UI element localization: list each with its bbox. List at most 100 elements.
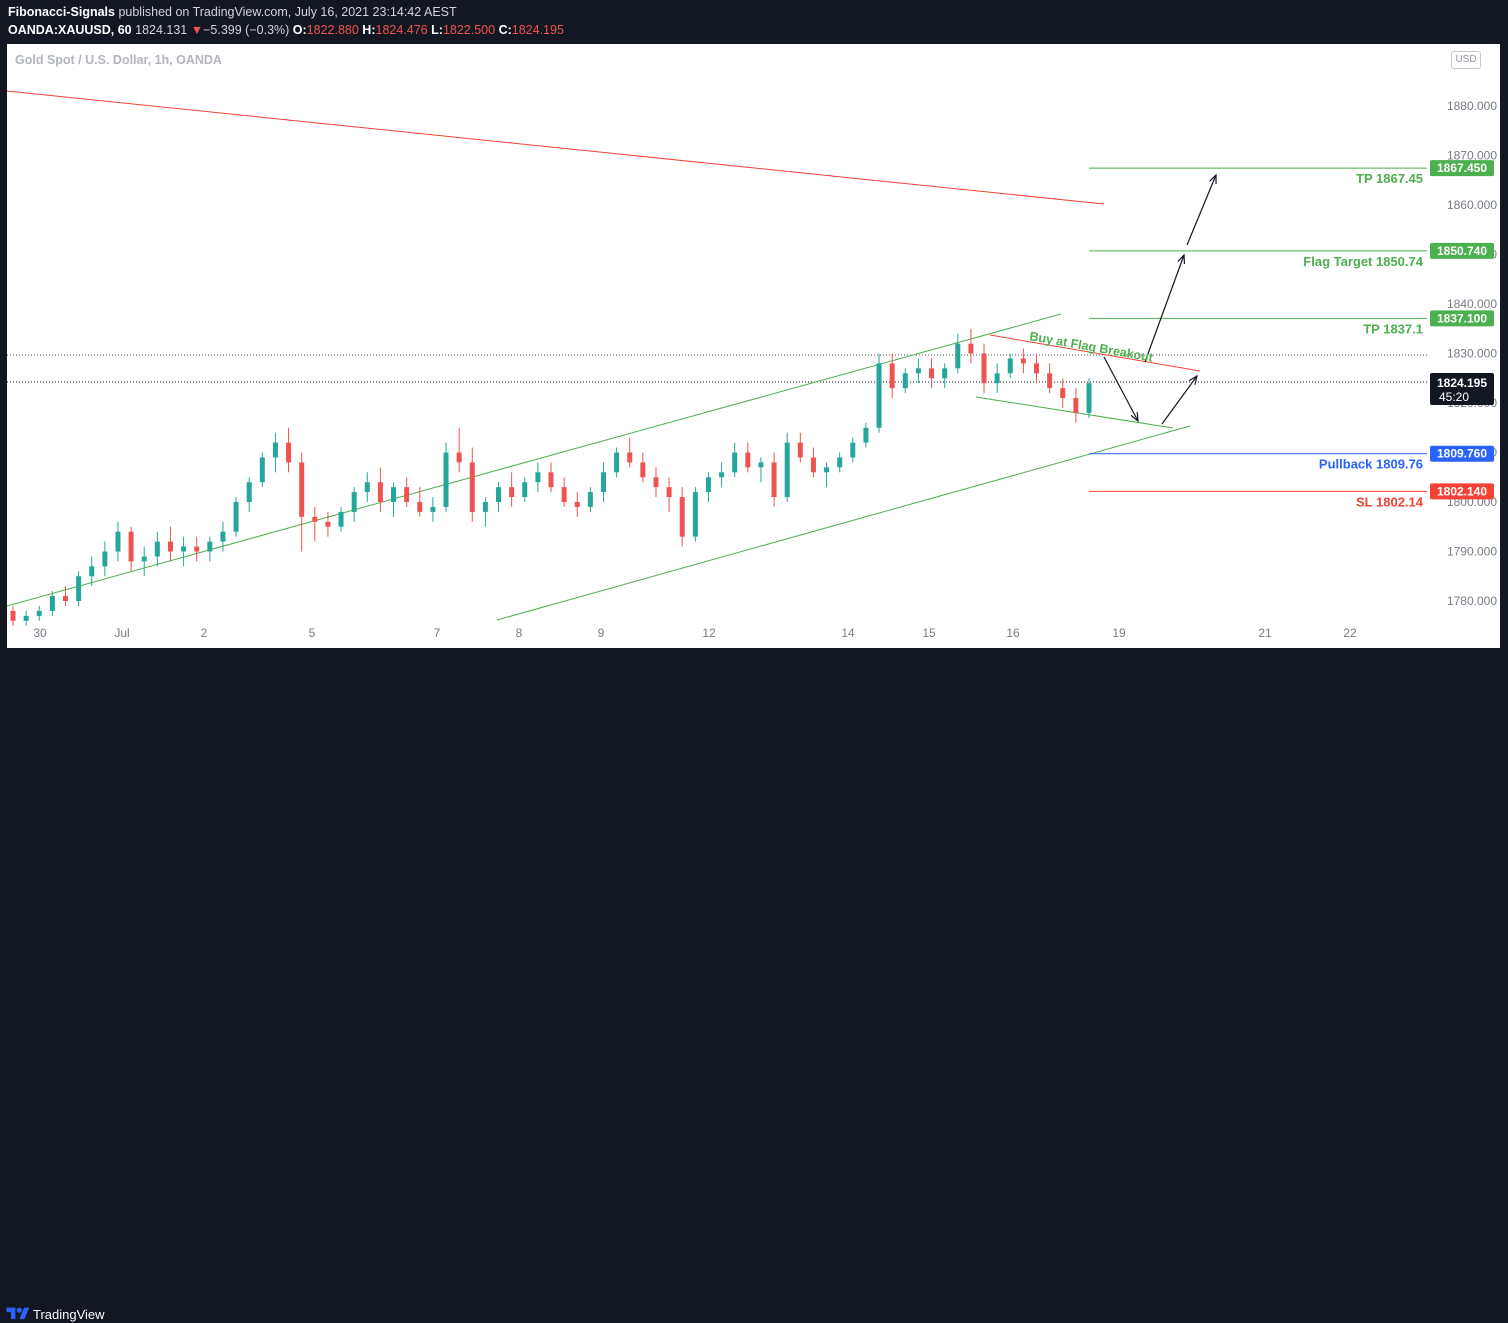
chart-area[interactable]: 1780.0001790.0001800.0001810.0001820.000… xyxy=(7,44,1500,648)
channel-lower-line[interactable] xyxy=(496,425,1191,621)
y-tick-label: 1860.000 xyxy=(1447,198,1497,212)
x-tick-label: 15 xyxy=(922,626,936,640)
candle-body xyxy=(259,457,265,483)
tp-arrow[interactable] xyxy=(1186,174,1217,246)
candle-body xyxy=(10,610,16,621)
candle-body xyxy=(404,487,410,502)
candle-body xyxy=(876,363,882,428)
channel-upper-line[interactable] xyxy=(7,313,1062,607)
candle-body xyxy=(1007,358,1013,374)
tradingview-logo-icon[interactable] xyxy=(6,1305,30,1323)
candle-body xyxy=(312,516,318,522)
candle-body xyxy=(955,343,961,369)
candle-body xyxy=(194,546,200,552)
candle-body xyxy=(732,452,738,473)
x-tick-label: 14 xyxy=(841,626,855,640)
flag-upper-line[interactable] xyxy=(989,334,1201,372)
ohlc-legend: OANDA:XAUUSD, 60 1824.131 ▼−5.399 (−0.3%… xyxy=(8,23,564,37)
currency-badge[interactable]: USD xyxy=(1451,51,1481,69)
price-change: −5.399 (−0.3%) xyxy=(203,23,290,37)
candle-body xyxy=(154,541,160,557)
candle-body xyxy=(968,343,974,354)
candle-body xyxy=(456,452,462,463)
candle-body xyxy=(994,373,1000,384)
candle-body xyxy=(207,541,213,552)
candle-body xyxy=(509,487,515,498)
candle-body xyxy=(692,492,698,537)
down-arrow-icon: ▼ xyxy=(190,23,204,37)
candle-body xyxy=(653,477,659,488)
rebound-arrow-head xyxy=(1188,374,1198,385)
breakout-arrow[interactable] xyxy=(1144,254,1185,363)
candle-body xyxy=(784,442,790,498)
x-tick-label: 2 xyxy=(201,626,208,640)
candle-body xyxy=(719,472,725,478)
author-name[interactable]: Fibonacci-Signals xyxy=(8,5,115,19)
x-tick-label: 19 xyxy=(1112,626,1126,640)
candle-body xyxy=(640,462,646,478)
candle-body xyxy=(417,502,423,512)
candle-body xyxy=(496,487,502,502)
candle-body xyxy=(167,541,173,552)
candle-body xyxy=(286,442,292,463)
pullback-arrow[interactable] xyxy=(1103,356,1139,422)
candle-body xyxy=(36,610,42,616)
chart-title: Gold Spot / U.S. Dollar, 1h, OANDA xyxy=(15,53,222,67)
level-price-tag xyxy=(1430,242,1494,259)
level-label: TP 1867.45 xyxy=(1356,171,1423,186)
candle-body xyxy=(666,487,672,498)
candle-body xyxy=(23,615,29,621)
level-price-tag-text: 1867.450 xyxy=(1437,161,1487,175)
candle-body xyxy=(338,511,344,527)
candle-body xyxy=(810,457,816,473)
candle-body xyxy=(115,531,121,552)
countdown-text: 45:20 xyxy=(1439,390,1469,404)
candle-body xyxy=(128,531,134,562)
breakout-annotation: Buy at Flag Breakout xyxy=(1028,329,1154,365)
candle-body xyxy=(49,596,55,611)
x-tick-label: 8 xyxy=(516,626,523,640)
open-value: 1822.880 xyxy=(306,23,359,37)
x-tick-label: 22 xyxy=(1343,626,1357,640)
y-tick-label: 1870.000 xyxy=(1447,149,1497,163)
current-price-text: 1824.195 xyxy=(1437,376,1487,390)
publish-info: Fibonacci-Signals published on TradingVi… xyxy=(8,5,457,19)
level-price-tag xyxy=(1430,310,1494,327)
symbol-label[interactable]: OANDA:XAUUSD, 60 xyxy=(8,23,132,37)
candle-body xyxy=(391,487,397,502)
downtrend-line[interactable] xyxy=(7,90,1105,205)
level-price-tag-text: 1850.740 xyxy=(1437,244,1487,258)
rebound-arrow[interactable] xyxy=(1161,375,1198,425)
candle-body xyxy=(76,576,82,601)
y-tick-label: 1830.000 xyxy=(1447,347,1497,361)
pullback-arrow-head xyxy=(1130,411,1139,423)
price-chart[interactable]: 1780.0001790.0001800.0001810.0001820.000… xyxy=(7,44,1500,648)
level-price-tag xyxy=(1430,160,1494,177)
tradingview-brand[interactable]: TradingView xyxy=(33,1307,105,1322)
x-tick-label: 16 xyxy=(1006,626,1020,640)
x-tick-label: 5 xyxy=(309,626,316,640)
x-tick-label: 9 xyxy=(598,626,605,640)
candle-body xyxy=(758,462,764,468)
current-price-tag xyxy=(1430,373,1494,405)
candle-body xyxy=(929,368,935,379)
candle-body xyxy=(705,477,711,493)
candle-body xyxy=(364,482,370,493)
candle-body xyxy=(351,492,357,512)
candle-body xyxy=(482,502,488,512)
candle-body xyxy=(430,506,436,512)
candle-body xyxy=(889,363,895,389)
x-tick-label: 21 xyxy=(1258,626,1272,640)
candle-body xyxy=(863,427,869,443)
candle-body xyxy=(325,521,331,527)
candle-body xyxy=(1086,383,1092,413)
candle-body xyxy=(1034,363,1040,374)
level-price-tag xyxy=(1430,445,1494,462)
candle-body xyxy=(600,472,606,493)
open-label: O: xyxy=(292,23,307,37)
candle-body xyxy=(771,462,777,498)
candle-body xyxy=(797,442,803,458)
level-price-tag xyxy=(1430,483,1494,500)
low-value: 1822.500 xyxy=(442,23,496,37)
candle-body xyxy=(850,442,856,458)
